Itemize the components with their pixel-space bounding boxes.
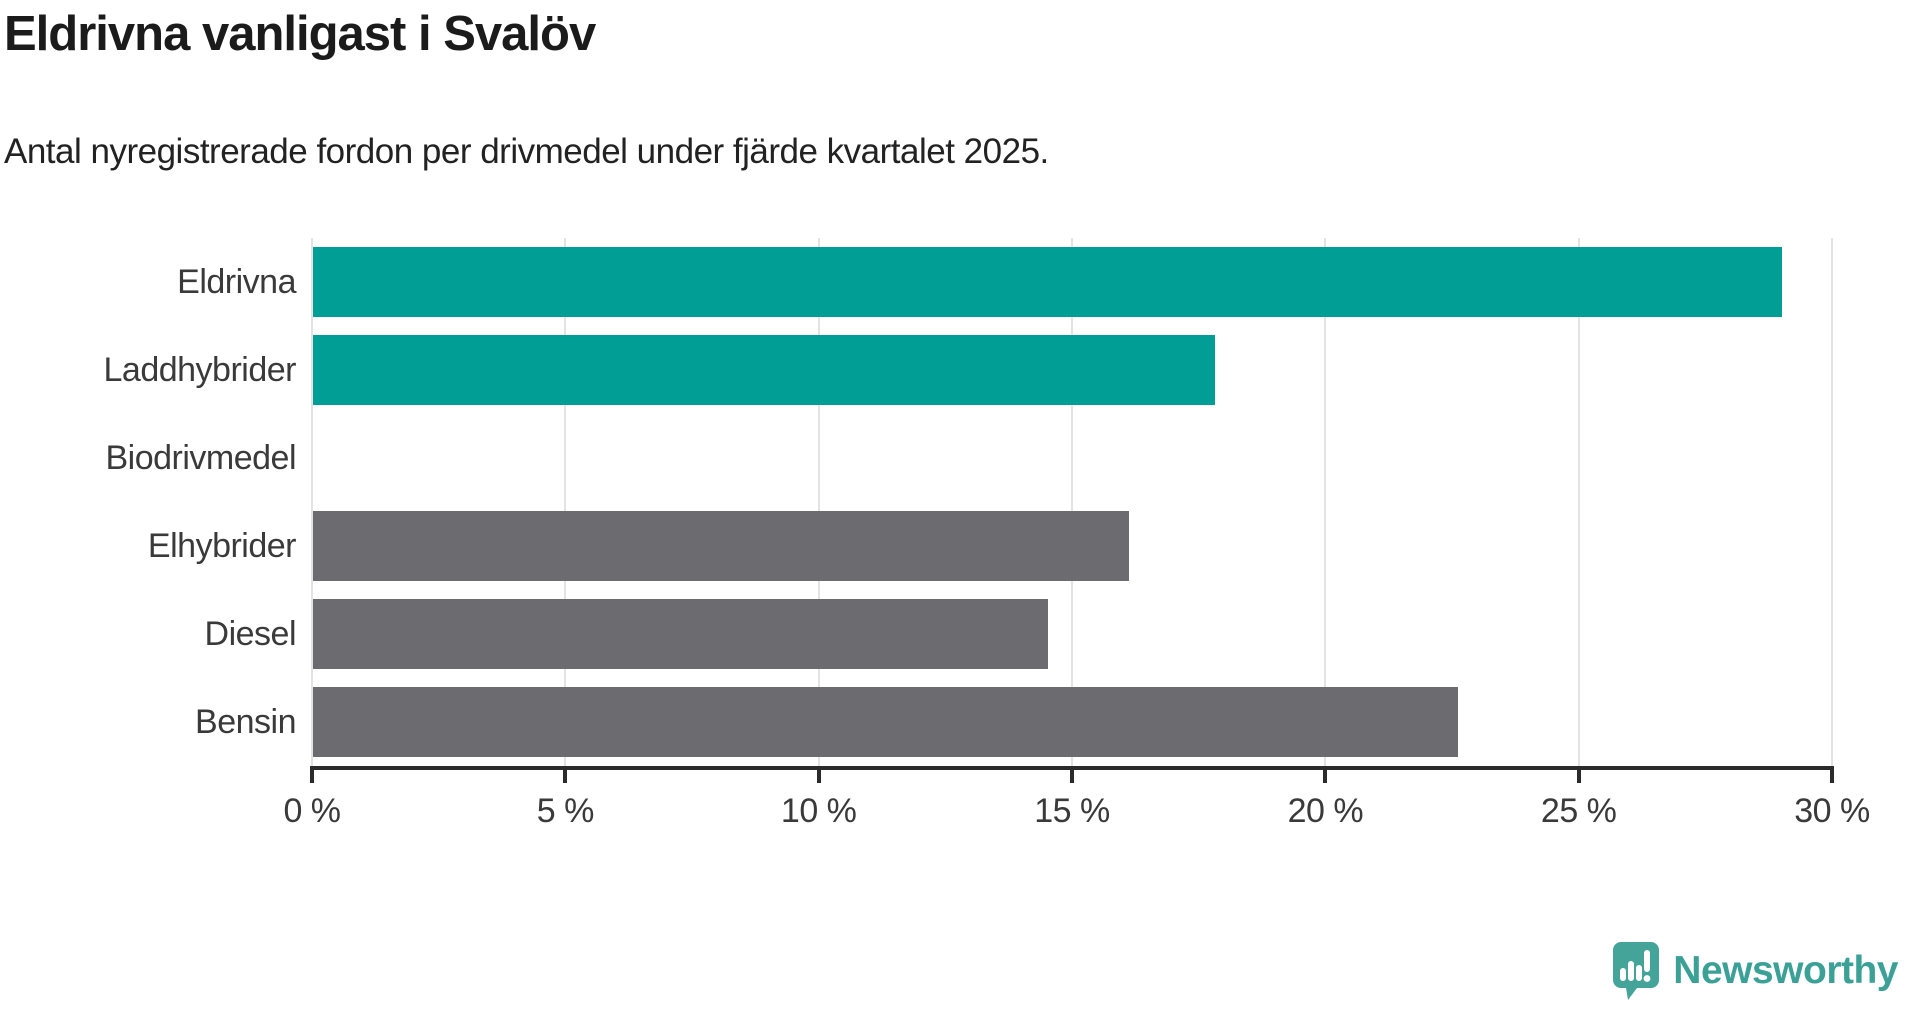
- x-axis-tick-label: 5 %: [536, 792, 595, 830]
- bar-laddhybrider: [313, 335, 1215, 405]
- category-label-laddhybrider: Laddhybrider: [103, 351, 297, 389]
- newsworthy-speech-bubble-chart-icon: [1611, 940, 1661, 1002]
- x-axis-tick: [1323, 770, 1328, 783]
- x-axis-tick-label: 30 %: [1794, 792, 1870, 830]
- x-axis-tick: [1576, 770, 1581, 783]
- x-axis-tick-label: 20 %: [1287, 792, 1364, 830]
- gridline: [1831, 238, 1833, 766]
- x-axis-tick-label: 15 %: [1034, 792, 1110, 830]
- x-axis-tick-label: 10 %: [780, 792, 857, 830]
- gridline: [1577, 238, 1580, 766]
- brand-footer: Newsworthy: [1611, 940, 1898, 1002]
- x-axis-tick: [816, 770, 821, 783]
- x-axis-tick: [1830, 770, 1834, 783]
- gridline: [564, 238, 567, 766]
- category-label-eldrivna: Eldrivna: [177, 263, 296, 301]
- category-label-biodrivmedel: Biodrivmedel: [105, 439, 296, 477]
- gridline: [1071, 238, 1073, 766]
- gridline: [311, 238, 313, 766]
- x-axis-tick: [563, 770, 568, 783]
- gridline: [1324, 238, 1327, 766]
- page-title: Eldrivna vanligast i Svalöv: [4, 7, 596, 61]
- x-axis-tick: [1070, 770, 1074, 783]
- x-axis-tick-label: 25 %: [1540, 792, 1617, 830]
- bar-eldrivna: [313, 247, 1783, 317]
- bar-bensin: [313, 687, 1459, 757]
- gridline: [817, 238, 820, 766]
- x-axis-line: [310, 766, 1834, 770]
- category-label-elhybrider: Elhybrider: [147, 527, 297, 565]
- bar-diesel: [313, 599, 1048, 669]
- bar-elhybrider: [313, 511, 1129, 581]
- category-label-diesel: Diesel: [204, 615, 297, 653]
- x-axis-tick-label: 0 %: [283, 792, 341, 830]
- x-axis-tick: [310, 770, 314, 783]
- brand-wordmark: Newsworthy: [1673, 949, 1898, 992]
- chart-subtitle: Antal nyregistrerade fordon per drivmede…: [4, 132, 1049, 171]
- category-label-bensin: Bensin: [195, 703, 296, 741]
